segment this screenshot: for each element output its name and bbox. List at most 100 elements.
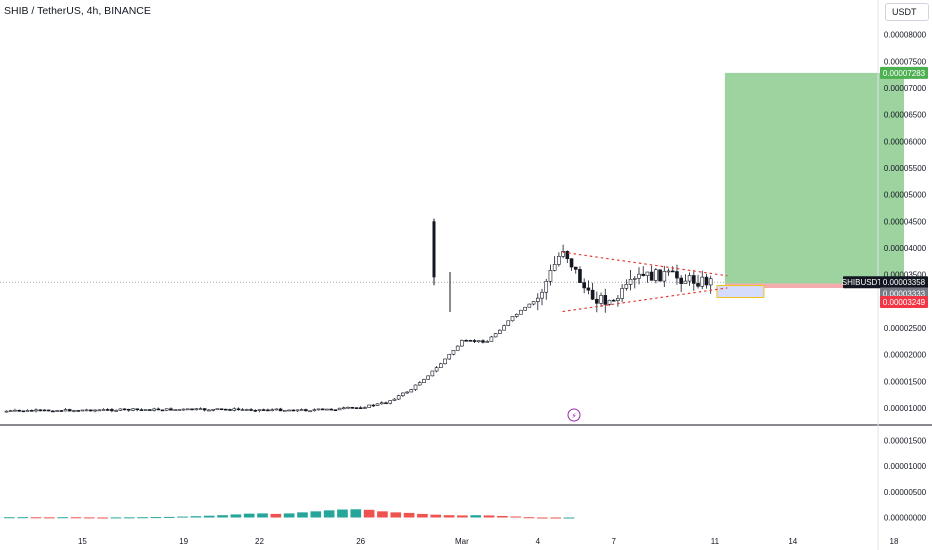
candle-body <box>29 410 34 412</box>
candle-body <box>409 389 414 393</box>
candle-body <box>80 409 85 412</box>
candle-body <box>696 283 700 287</box>
indicator-y-tick-label: 0.00000500 <box>884 488 927 497</box>
histogram-bar <box>163 516 175 518</box>
candle-body <box>519 309 523 315</box>
histogram-bar <box>497 515 508 518</box>
candle-body <box>118 408 123 411</box>
candle-body <box>628 279 633 285</box>
y-tick-label: 0.00002000 <box>884 351 927 360</box>
candle-body <box>46 409 51 412</box>
currency-button[interactable]: USDT <box>885 3 929 21</box>
candle-body <box>434 367 439 372</box>
candle-body <box>89 409 93 412</box>
candle-body <box>55 410 59 412</box>
candle-body <box>375 403 380 406</box>
candle-body <box>253 409 258 412</box>
candle-body <box>552 264 557 271</box>
candle-body <box>278 408 283 412</box>
candle-body <box>308 410 312 413</box>
candle-body <box>535 297 540 302</box>
candle-body <box>21 410 26 413</box>
histogram-bar <box>310 511 322 518</box>
histogram-bar <box>123 517 135 519</box>
x-tick-label: 22 <box>255 537 264 546</box>
candle-body <box>460 340 464 347</box>
indicator-y-tick-label: 0.00001000 <box>884 462 927 471</box>
candle-body <box>186 408 190 411</box>
candle-body <box>468 340 473 342</box>
candle-body <box>641 273 646 276</box>
candle-body <box>274 408 279 411</box>
stop-zone <box>724 283 904 289</box>
candle-body <box>430 370 435 377</box>
price-label: 0.00003358 <box>880 276 928 289</box>
candle-body <box>114 410 118 412</box>
candle-body <box>13 409 17 412</box>
candle-body <box>443 358 447 365</box>
candle-body <box>670 270 675 273</box>
candle-body <box>97 409 102 412</box>
y-tick-label: 0.00006500 <box>884 111 927 120</box>
svg-text:⚡: ⚡ <box>571 412 577 421</box>
histogram-bar <box>270 513 282 518</box>
candles <box>4 218 713 413</box>
candle-body <box>405 391 409 394</box>
histogram-bar <box>523 517 535 519</box>
candle-body <box>312 409 317 412</box>
candle-body <box>219 408 224 411</box>
x-tick-label: 15 <box>78 537 87 546</box>
candle-body <box>329 408 333 411</box>
histogram-bar <box>257 513 268 518</box>
y-tick-label: 0.00004000 <box>884 244 927 253</box>
candle-body <box>236 408 241 411</box>
candle-body <box>586 287 591 291</box>
svg-text:0.00003358: 0.00003358 <box>883 278 926 287</box>
candle-body <box>700 276 705 287</box>
candle-body <box>679 277 683 284</box>
candle-body <box>177 409 182 411</box>
candle-body <box>540 291 544 299</box>
candle-body <box>489 336 494 342</box>
triangle-upper-line <box>562 251 728 277</box>
candle-body <box>447 353 452 360</box>
candle-body <box>607 299 612 305</box>
target-zone <box>724 72 904 284</box>
histogram-bar <box>483 515 495 518</box>
indicator-y-tick-label: 0.00001500 <box>884 437 927 446</box>
indicator-y-tick-label: 0.00000000 <box>884 514 927 523</box>
price-label: 0.00003249 <box>880 296 928 309</box>
histogram-bar <box>137 517 148 519</box>
candle-body <box>181 408 186 411</box>
candle-body <box>325 408 329 411</box>
candle-body <box>662 271 667 282</box>
candle-body <box>595 298 599 304</box>
candle-body <box>245 409 249 411</box>
candle-body <box>363 407 367 409</box>
x-tick-label: 7 <box>611 537 616 546</box>
candle-body <box>498 329 502 334</box>
candle-body <box>620 288 624 299</box>
histogram-bar <box>243 513 255 518</box>
candle-body <box>156 408 161 411</box>
x-tick-label: 18 <box>890 537 899 546</box>
candle-body <box>481 340 485 343</box>
candle-body <box>198 408 203 410</box>
candle-body <box>561 251 565 257</box>
candle-body <box>485 341 490 343</box>
x-tick-label: 11 <box>711 537 720 546</box>
candle-body <box>654 269 658 281</box>
histogram-bar <box>390 512 402 518</box>
candle-body <box>122 408 127 411</box>
candle-body <box>658 269 662 282</box>
candle-body <box>388 400 393 404</box>
svg-text:0.00003249: 0.00003249 <box>883 298 926 307</box>
histogram-bar <box>323 510 335 518</box>
candle-body <box>105 409 110 411</box>
y-tick-label: 0.00005500 <box>884 164 927 173</box>
y-tick-label: 0.00001500 <box>884 377 927 386</box>
symbol-label: SHIBUSDT <box>842 276 882 289</box>
candle-body <box>316 408 321 411</box>
